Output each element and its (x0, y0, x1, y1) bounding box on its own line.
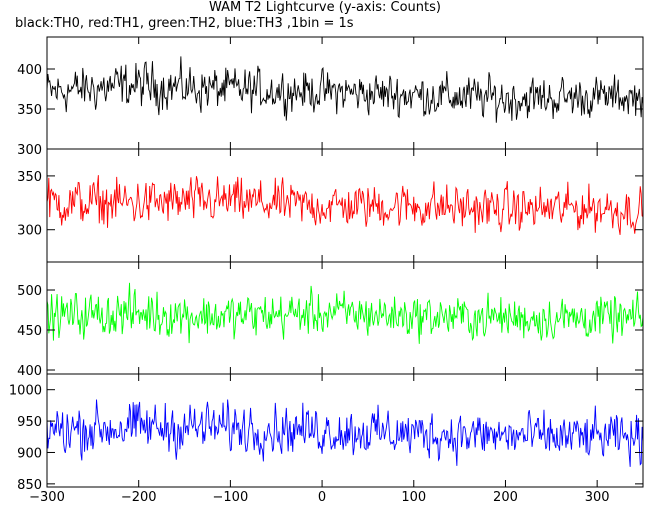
y-tick-label-th0-300: 300 (17, 143, 42, 158)
x-tick-label--200: −200 (121, 490, 157, 505)
y-tick-label-th1-300: 300 (17, 224, 42, 239)
series-line-th3 (46, 399, 644, 467)
y-tick-label-th2-400: 400 (17, 364, 42, 379)
x-tick-label--300: −300 (29, 490, 65, 505)
y-tick-label-th0-400: 400 (17, 63, 42, 78)
y-tick-label-th3-900: 900 (17, 446, 42, 461)
series-line-th1 (46, 175, 644, 235)
y-tick-label-th2-500: 500 (17, 284, 42, 299)
x-tick-label-300: 300 (585, 490, 610, 505)
x-tick-label-100: 100 (401, 490, 426, 505)
y-tick-label-th1-350: 350 (17, 170, 42, 185)
y-tick-label-th3-950: 950 (17, 415, 42, 430)
y-tick-label-th0-350: 350 (17, 103, 42, 118)
y-tick-label-th2-450: 450 (17, 324, 42, 339)
y-tick-label-th3-850: 850 (17, 478, 42, 493)
x-tick-label-0: 0 (318, 490, 326, 505)
chart-title: WAM T2 Lightcurve (y-axis: Counts) (209, 0, 441, 15)
series-line-th2 (46, 282, 644, 344)
y-tick-label-th3-1000: 1000 (9, 384, 42, 399)
panel-frame-th2 (46, 261, 644, 375)
chart-subtitle: black:TH0, red:TH1, green:TH2, blue:TH3 … (15, 16, 354, 31)
x-tick-label-200: 200 (493, 490, 518, 505)
x-tick-label--100: −100 (213, 490, 249, 505)
series-line-th0 (46, 56, 644, 123)
panel-frame-th3 (46, 373, 644, 488)
